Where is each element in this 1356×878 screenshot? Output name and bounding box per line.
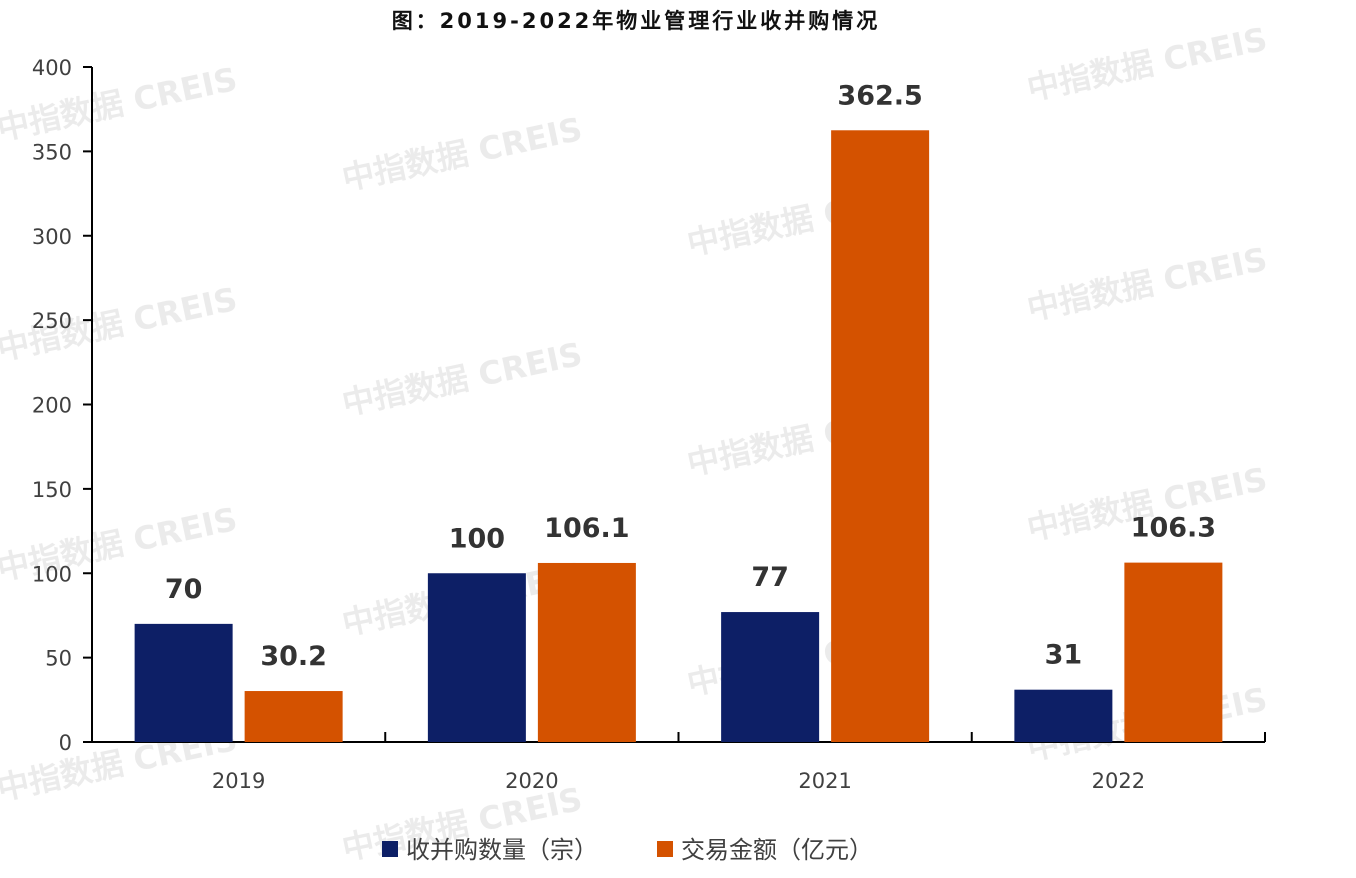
- bars: [134, 130, 1223, 742]
- legend-swatch: [382, 841, 398, 857]
- bar-amount: [244, 691, 343, 742]
- bar-count: [1014, 689, 1113, 742]
- y-tick-label: 150: [32, 478, 72, 502]
- chart-title: 图：2019-2022年物业管理行业收并购情况: [392, 9, 881, 33]
- legend-swatch: [657, 841, 673, 857]
- y-tick-label: 200: [32, 394, 72, 418]
- data-label: 106.3: [1131, 513, 1216, 544]
- data-label: 77: [751, 562, 789, 593]
- y-tick-label: 0: [59, 731, 72, 755]
- watermark-text: 中指数据 CREIS: [1024, 240, 1271, 328]
- watermark-text: 中指数据 CREIS: [339, 110, 586, 198]
- data-label: 70: [165, 574, 203, 605]
- y-tick-label: 350: [32, 140, 72, 164]
- bar-count: [427, 573, 526, 742]
- y-tick-label: 50: [45, 647, 72, 671]
- legend: 收并购数量（宗） 交易金额（亿元）: [382, 836, 873, 864]
- bar-amount: [1124, 562, 1223, 742]
- legend-label: 交易金额（亿元）: [681, 836, 873, 864]
- y-tick-label: 100: [32, 562, 72, 586]
- data-label: 30.2: [260, 641, 327, 672]
- bar-count: [134, 623, 233, 742]
- bar-count: [721, 612, 820, 742]
- y-tick-label: 250: [32, 309, 72, 333]
- y-tick-label: 400: [32, 56, 72, 80]
- legend-label: 收并购数量（宗）: [406, 836, 598, 864]
- data-labels: 70 30.2 100 106.1 77 362.5 31 106.3: [165, 80, 1216, 672]
- watermark-text: 中指数据 CREIS: [339, 335, 586, 423]
- x-tick-label: 2019: [212, 769, 265, 793]
- data-label: 100: [449, 523, 505, 554]
- data-label: 362.5: [837, 80, 922, 111]
- bar-amount: [537, 562, 636, 742]
- data-label: 31: [1045, 640, 1083, 671]
- x-tick-label: 2020: [505, 769, 558, 793]
- watermark-text: 中指数据 CREIS: [1024, 20, 1271, 108]
- y-tick-label: 300: [32, 225, 72, 249]
- x-tick-label: 2021: [798, 769, 851, 793]
- x-tick-label: 2022: [1092, 769, 1145, 793]
- data-label: 106.1: [544, 513, 629, 544]
- bar-amount: [831, 130, 930, 742]
